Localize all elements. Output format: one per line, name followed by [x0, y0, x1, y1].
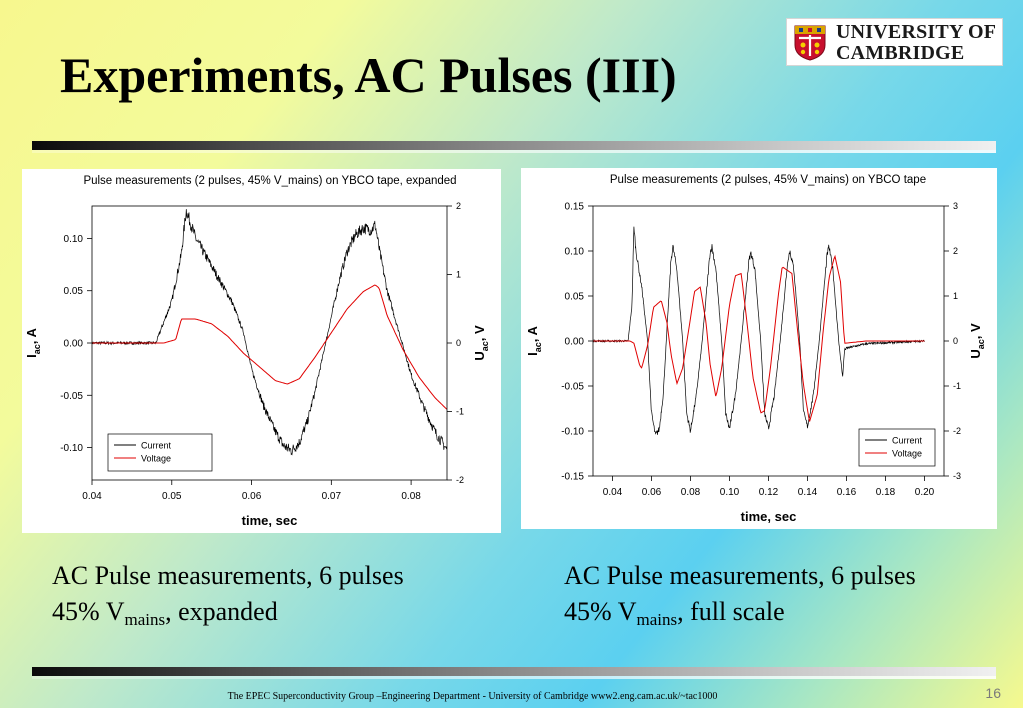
y2-tick-label: -1 — [456, 407, 464, 417]
y2-axis-label-main: U — [968, 349, 983, 358]
x-axis-label: time, sec — [242, 513, 298, 528]
y-axis-label: Iac, A — [24, 328, 42, 358]
university-logo: UNIVERSITY OF CAMBRIDGE — [786, 18, 1003, 66]
y-axis-label-sub: ac — [533, 342, 543, 352]
x-tick-label: 0.20 — [915, 487, 935, 498]
y2-axis-label-suffix: , V — [968, 323, 983, 339]
x-tick-label: 0.16 — [837, 487, 857, 498]
x-tick-label: 0.07 — [322, 491, 342, 502]
y2-axis-label: Uac, V — [968, 323, 986, 359]
y2-tick-label: 1 — [953, 291, 958, 301]
y-tick-label: -0.05 — [561, 382, 584, 393]
chart-title: Pulse measurements (2 pulses, 45% V_main… — [610, 174, 926, 186]
series-line-voltage — [593, 254, 925, 422]
y-axis-label-main: I — [24, 354, 39, 358]
cambridge-crest-icon — [794, 25, 826, 61]
y2-axis-label-sub: ac — [480, 341, 490, 351]
y2-axis-label: Uac, V — [472, 325, 490, 361]
x-tick-label: 0.12 — [759, 487, 779, 498]
y-tick-label: -0.15 — [561, 472, 584, 483]
caption-right-suffix: , full scale — [677, 597, 785, 626]
y-tick-label: -0.05 — [60, 391, 83, 402]
legend-label-current: Current — [141, 441, 172, 451]
x-axis-label: time, sec — [741, 509, 797, 524]
y2-axis-label-sub: ac — [976, 339, 986, 349]
x-tick-label: 0.04 — [82, 491, 102, 502]
x-tick-label: 0.06 — [642, 487, 662, 498]
legend-label-voltage: Voltage — [892, 449, 922, 459]
caption-right-line2: 45% Vmains, full scale — [564, 594, 916, 630]
y2-tick-label: 0 — [953, 336, 958, 346]
y2-tick-label: -2 — [456, 475, 464, 485]
legend-label-voltage: Voltage — [141, 454, 171, 464]
y-axis-label-sub: ac — [32, 344, 42, 354]
x-tick-label: 0.14 — [798, 487, 818, 498]
legend-box — [858, 428, 936, 467]
slide-title: Experiments, AC Pulses (III) — [60, 47, 677, 103]
x-tick-label: 0.18 — [876, 487, 896, 498]
caption-right: AC Pulse measurements, 6 pulses 45% Vmai… — [564, 558, 916, 630]
y-tick-label: 0.10 — [565, 247, 585, 258]
y-tick-label: -0.10 — [60, 443, 83, 454]
y2-tick-label: 2 — [456, 201, 461, 211]
y-tick-label: 0.15 — [565, 202, 585, 213]
y2-tick-label: 2 — [953, 246, 958, 256]
x-tick-label: 0.08 — [681, 487, 701, 498]
x-tick-label: 0.08 — [401, 491, 421, 502]
x-tick-label: 0.06 — [242, 491, 262, 502]
caption-left-line2: 45% Vmains, expanded — [52, 594, 404, 630]
y2-tick-label: -1 — [953, 381, 961, 391]
caption-left-subscript: mains — [124, 610, 166, 629]
footer-text: The EPEC Superconductivity Group –Engine… — [227, 691, 718, 702]
caption-left-suffix: , expanded — [165, 597, 278, 626]
chart-title: Pulse measurements (2 pulses, 45% V_main… — [83, 175, 456, 187]
y2-tick-label: 1 — [456, 270, 461, 280]
series-line-voltage — [92, 284, 447, 410]
y-tick-label: 0.05 — [565, 292, 585, 303]
y2-tick-label: -3 — [953, 471, 961, 481]
logo-text: UNIVERSITY OF CAMBRIDGE — [836, 22, 996, 64]
y-axis-label-suffix: , A — [525, 326, 540, 343]
legend-label-current: Current — [892, 436, 923, 446]
page-number: 16 — [985, 685, 1001, 701]
series-line-current — [593, 226, 925, 435]
y-tick-label: -0.10 — [561, 427, 584, 438]
y-tick-label: 0.05 — [64, 286, 84, 297]
y2-tick-label: -2 — [953, 426, 961, 436]
bottom-divider — [32, 667, 996, 679]
logo-line-1: UNIVERSITY OF — [836, 21, 997, 43]
series-line-current — [92, 209, 447, 456]
caption-right-prefix: 45% V — [564, 597, 637, 626]
x-tick-label: 0.04 — [603, 487, 623, 498]
chart-full-scale: Pulse measurements (2 pulses, 45% V_main… — [521, 168, 997, 529]
x-tick-label: 0.10 — [720, 487, 740, 498]
top-divider — [32, 141, 996, 153]
y-axis-label-main: I — [525, 352, 540, 356]
caption-left-prefix: 45% V — [52, 597, 125, 626]
caption-right-line1: AC Pulse measurements, 6 pulses — [564, 561, 916, 590]
y2-tick-label: 0 — [456, 338, 461, 348]
caption-left: AC Pulse measurements, 6 pulses 45% Vmai… — [52, 558, 404, 630]
y-axis-label: Iac, A — [525, 326, 543, 356]
legend-box — [107, 433, 213, 472]
y-tick-label: 0.10 — [64, 234, 84, 245]
chart-expanded-plot: Pulse measurements (2 pulses, 45% V_main… — [24, 175, 490, 528]
y-tick-label: 0.00 — [64, 339, 84, 350]
y-tick-label: 0.00 — [565, 337, 585, 348]
y2-axis-label-suffix: , V — [472, 325, 487, 341]
y2-tick-label: 3 — [953, 201, 958, 211]
y2-axis-label-main: U — [472, 351, 487, 360]
chart-expanded: Pulse measurements (2 pulses, 45% V_main… — [22, 169, 501, 533]
x-tick-label: 0.05 — [162, 491, 182, 502]
chart-full-scale-plot: Pulse measurements (2 pulses, 45% V_main… — [525, 174, 986, 524]
caption-left-line1: AC Pulse measurements, 6 pulses — [52, 561, 404, 590]
caption-right-subscript: mains — [636, 610, 678, 629]
y-axis-label-suffix: , A — [24, 328, 39, 345]
logo-line-2: CAMBRIDGE — [836, 42, 965, 64]
